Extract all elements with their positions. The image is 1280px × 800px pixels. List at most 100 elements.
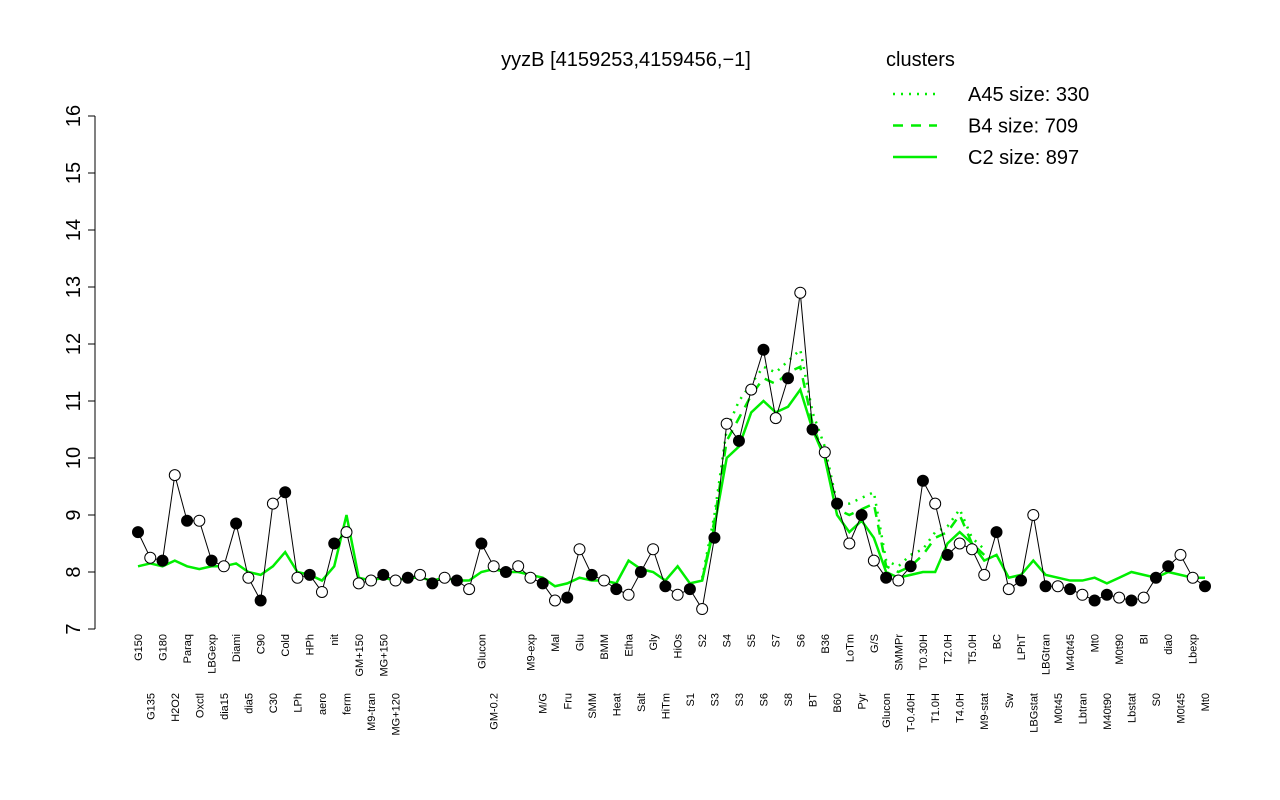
x-tick-label: Mt0: [1200, 693, 1212, 711]
x-tick-label: M9-exp: [525, 634, 537, 671]
x-tick-label: M/G: [538, 693, 550, 714]
x-tick-label: LBGstat: [1028, 693, 1040, 733]
data-point: [536, 577, 549, 590]
chart-title: yyzB [4159253,4159456,−1]: [501, 49, 751, 71]
x-tick-label: MG+120: [391, 693, 403, 736]
x-tick-label: Oxctl: [194, 693, 206, 718]
data-point: [598, 574, 611, 587]
x-tick-label: M40t45: [1065, 634, 1077, 671]
x-tick-label: BMM: [599, 634, 611, 660]
data-point: [573, 543, 586, 556]
x-tick-label: S3: [709, 693, 721, 706]
data-point: [291, 571, 304, 584]
legend-label: B4 size: 709: [968, 116, 1078, 138]
data-point: [548, 594, 561, 607]
data-point: [266, 497, 279, 510]
x-tick-label: H2O2: [170, 693, 182, 722]
x-tick-label: dia15: [219, 693, 231, 720]
data-point: [1027, 509, 1040, 521]
data-point: [745, 383, 758, 396]
data-point: [401, 571, 414, 584]
data-point: [1051, 580, 1064, 593]
x-tick-label: MG+150: [378, 634, 390, 677]
x-tick-label: LPhT: [1016, 634, 1028, 661]
data-point: [1137, 591, 1150, 604]
x-tick-label: G/S: [869, 634, 881, 653]
x-tick-label: T-0.40H: [906, 693, 918, 732]
data-point: [610, 583, 623, 596]
data-point: [757, 343, 770, 356]
data-point: [475, 537, 488, 550]
data-point: [561, 591, 574, 604]
data-point: [867, 554, 880, 567]
x-tick-label: ferm: [341, 693, 353, 715]
data-point: [659, 580, 672, 593]
x-tick-label: Lbstat: [1126, 693, 1138, 723]
data-point: [916, 474, 929, 487]
data-point: [279, 486, 292, 499]
x-tick-label: T1.0H: [930, 693, 942, 723]
data-point: [181, 514, 194, 527]
y-tick-label: 9: [63, 509, 85, 520]
data-point: [782, 372, 795, 385]
data-point: [794, 286, 807, 299]
x-tick-label: M0t45: [1175, 693, 1187, 724]
x-tick-label: S8: [783, 693, 795, 706]
y-tick-label: 15: [63, 162, 85, 184]
data-point: [941, 548, 954, 561]
data-point: [1174, 548, 1187, 561]
data-point: [156, 554, 169, 567]
y-tick-label: 8: [63, 566, 85, 577]
x-tick-label: Glucon: [476, 634, 488, 669]
data-point: [132, 526, 144, 539]
x-tick-label: Fru: [562, 693, 574, 710]
legend-title: clusters: [886, 49, 955, 71]
x-tick-label: Mt0: [1090, 634, 1102, 652]
x-tick-label: LPh: [292, 693, 304, 713]
data-point: [1113, 591, 1126, 604]
data-point: [904, 560, 917, 573]
x-tick-label: LBGexp: [207, 634, 219, 674]
data-point: [1076, 588, 1089, 601]
x-tick-label: C90: [256, 634, 268, 654]
data-point: [438, 571, 451, 584]
data-point: [1088, 594, 1101, 607]
data-point: [303, 568, 316, 581]
x-tick-label: Etha: [624, 633, 636, 657]
x-tick-label: GM-0.2: [489, 693, 501, 730]
data-point: [880, 571, 893, 584]
x-tick-label: BC: [992, 634, 1004, 649]
data-point: [144, 551, 157, 564]
data-point: [978, 568, 991, 581]
x-tick-label: M9-tran: [366, 693, 378, 731]
x-tick-label: B60: [832, 693, 844, 713]
data-point: [230, 517, 243, 530]
x-tick-label: S5: [746, 634, 758, 647]
y-tick-label: 10: [63, 447, 85, 469]
data-point: [953, 537, 966, 550]
legend-label: A45 size: 330: [968, 84, 1089, 106]
x-tick-label: C30: [268, 693, 280, 713]
x-tick-label: M9-stat: [979, 693, 991, 730]
x-tick-label: M0t90: [1114, 634, 1126, 665]
data-point: [365, 574, 378, 587]
data-point: [512, 560, 525, 573]
data-point: [242, 571, 255, 584]
x-tick-label: G135: [145, 693, 157, 720]
data-point: [671, 588, 684, 601]
x-tick-label: S2: [697, 634, 709, 647]
data-point: [929, 497, 942, 510]
data-point: [769, 412, 782, 425]
data-point: [450, 574, 463, 587]
x-tick-label: HiTm: [660, 693, 672, 719]
data-point: [720, 417, 733, 430]
data-point: [1064, 583, 1077, 596]
cluster-line: [700, 347, 986, 578]
data-point: [328, 537, 341, 550]
x-tick-label: S6: [795, 634, 807, 647]
x-tick-label: G150: [133, 634, 145, 661]
data-point: [990, 526, 1003, 539]
y-tick-label: 16: [63, 105, 85, 127]
